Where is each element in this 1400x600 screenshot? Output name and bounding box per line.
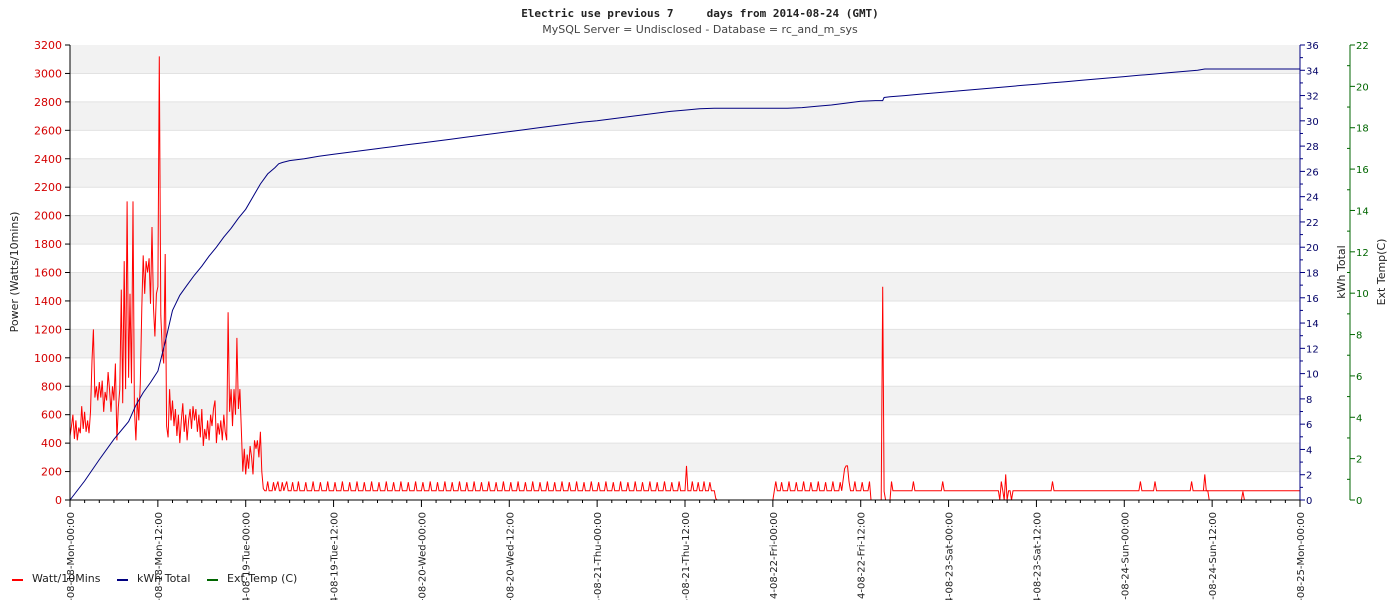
tick-label-kwh: 22 [1306, 218, 1319, 229]
x-tick-label: 2014-08-20-Wed-00:00 [417, 512, 428, 600]
tick-label-power: 2600 [34, 124, 62, 137]
tick-label-kwh: 6 [1306, 420, 1312, 431]
legend-label-power: Watt/10Mins [32, 572, 101, 585]
x-tick-label: 2014-08-22-Fri-12:00 [857, 512, 868, 600]
tick-label-temp: 20 [1356, 82, 1369, 93]
tick-label-power: 1200 [34, 323, 62, 336]
legend: Watt/10Mins kWh Total Ext Temp (C) [12, 572, 297, 585]
series-line-power [1240, 491, 1245, 501]
y-axis-label-power: Power (Watts/10mins) [8, 212, 21, 333]
tick-label-kwh: 14 [1306, 319, 1319, 330]
tick-label-kwh: 10 [1306, 370, 1319, 381]
tick-label-temp: 14 [1356, 206, 1369, 217]
tick-label-power: 400 [41, 437, 62, 450]
tick-label-kwh: 0 [1306, 496, 1312, 507]
tick-label-power: 200 [41, 466, 62, 479]
series-line-power [69, 56, 718, 501]
x-tick-label: 2014-08-18-Mon-12:00 [154, 512, 165, 600]
tick-label-kwh: 8 [1306, 395, 1312, 406]
grid-band [70, 158, 1300, 188]
series-line-power [1202, 474, 1213, 501]
tick-label-power: 1600 [34, 267, 62, 280]
tick-label-temp: 0 [1356, 496, 1362, 507]
x-tick-label: 2014-08-19-Tue-12:00 [330, 512, 341, 600]
tick-label-kwh: 16 [1306, 294, 1319, 305]
tick-label-power: 0 [55, 494, 62, 507]
x-tick-label: 2014-08-22-Fri-00:00 [769, 512, 780, 600]
tick-label-power: 3200 [34, 39, 62, 52]
y-axis-label-kwh: kWh Total [1335, 245, 1348, 298]
tick-label-power: 3000 [34, 67, 62, 80]
tick-label-kwh: 32 [1306, 92, 1319, 103]
tick-label-kwh: 36 [1306, 41, 1319, 52]
y-axis-label-temp: Ext Temp(C) [1375, 239, 1388, 306]
x-tick-label: 2014-08-23-Sat-12:00 [1032, 512, 1043, 600]
tick-label-temp: 16 [1356, 165, 1369, 176]
tick-label-kwh: 4 [1306, 445, 1312, 456]
grid-band [70, 215, 1300, 245]
tick-label-temp: 4 [1356, 413, 1362, 424]
grid-band [70, 386, 1300, 415]
tick-label-temp: 18 [1356, 124, 1369, 135]
x-tick-label: 2014-08-24-Sun-00:00 [1120, 512, 1131, 600]
tick-label-kwh: 24 [1306, 193, 1319, 204]
tick-label-power: 600 [41, 409, 62, 422]
x-tick-label: 2014-08-20-Wed-12:00 [505, 512, 516, 600]
grid-band [70, 272, 1300, 301]
plot-bands [70, 45, 1300, 472]
tick-label-power: 2400 [34, 153, 62, 166]
legend-label-kwh: kWh Total [137, 572, 190, 585]
ticks: 0200400600800100012001400160018002000220… [34, 39, 1369, 600]
tick-label-temp: 22 [1356, 41, 1369, 52]
tick-label-temp: 12 [1356, 248, 1369, 259]
tick-label-kwh: 18 [1306, 269, 1319, 280]
series-line-power [772, 465, 872, 501]
x-tick-label: 2014-08-21-Thu-12:00 [681, 512, 692, 600]
x-tick-label: 2014-08-25-Mon-00:00 [1296, 512, 1307, 600]
series-line-kwh [69, 68, 1300, 501]
tick-label-kwh: 34 [1306, 66, 1319, 77]
tick-label-power: 1800 [34, 238, 62, 251]
tick-label-temp: 10 [1356, 289, 1369, 300]
tick-label-power: 2000 [34, 210, 62, 223]
tick-label-kwh: 30 [1306, 117, 1319, 128]
x-tick-label: 2014-08-19-Tue-00:00 [242, 512, 253, 600]
x-tick-label: 2014-08-18-Mon-00:00 [66, 512, 77, 600]
tick-label-temp: 2 [1356, 455, 1362, 466]
tick-label-power: 2200 [34, 181, 62, 194]
tick-label-power: 1000 [34, 352, 62, 365]
tick-label-kwh: 2 [1306, 471, 1312, 482]
chart-subtitle: MySQL Server = Undisclosed - Database = … [542, 23, 858, 36]
tick-label-power: 800 [41, 380, 62, 393]
grid-band [70, 443, 1300, 472]
grid-band [70, 101, 1300, 131]
tick-label-power: 1400 [34, 295, 62, 308]
x-tick-label: 2014-08-21-Thu-00:00 [593, 512, 604, 600]
tick-label-temp: 8 [1356, 331, 1362, 342]
x-tick-label: 2014-08-23-Sat-00:00 [945, 512, 956, 600]
gridlines [70, 72, 1300, 501]
chart-title: Electric use previous 7 days from 2014-0… [521, 7, 879, 20]
tick-label-kwh: 28 [1306, 142, 1319, 153]
grid-band [70, 45, 1300, 74]
tick-label-kwh: 12 [1306, 344, 1319, 355]
series-line-power [880, 286, 1300, 501]
tick-label-kwh: 26 [1306, 167, 1319, 178]
tick-label-kwh: 20 [1306, 243, 1319, 254]
x-tick-label: 2014-08-24-Sun-12:00 [1208, 512, 1219, 600]
grid-band [70, 329, 1300, 358]
tick-label-power: 2800 [34, 96, 62, 109]
tick-label-temp: 6 [1356, 372, 1362, 383]
legend-label-temp: Ext Temp (C) [227, 572, 297, 585]
